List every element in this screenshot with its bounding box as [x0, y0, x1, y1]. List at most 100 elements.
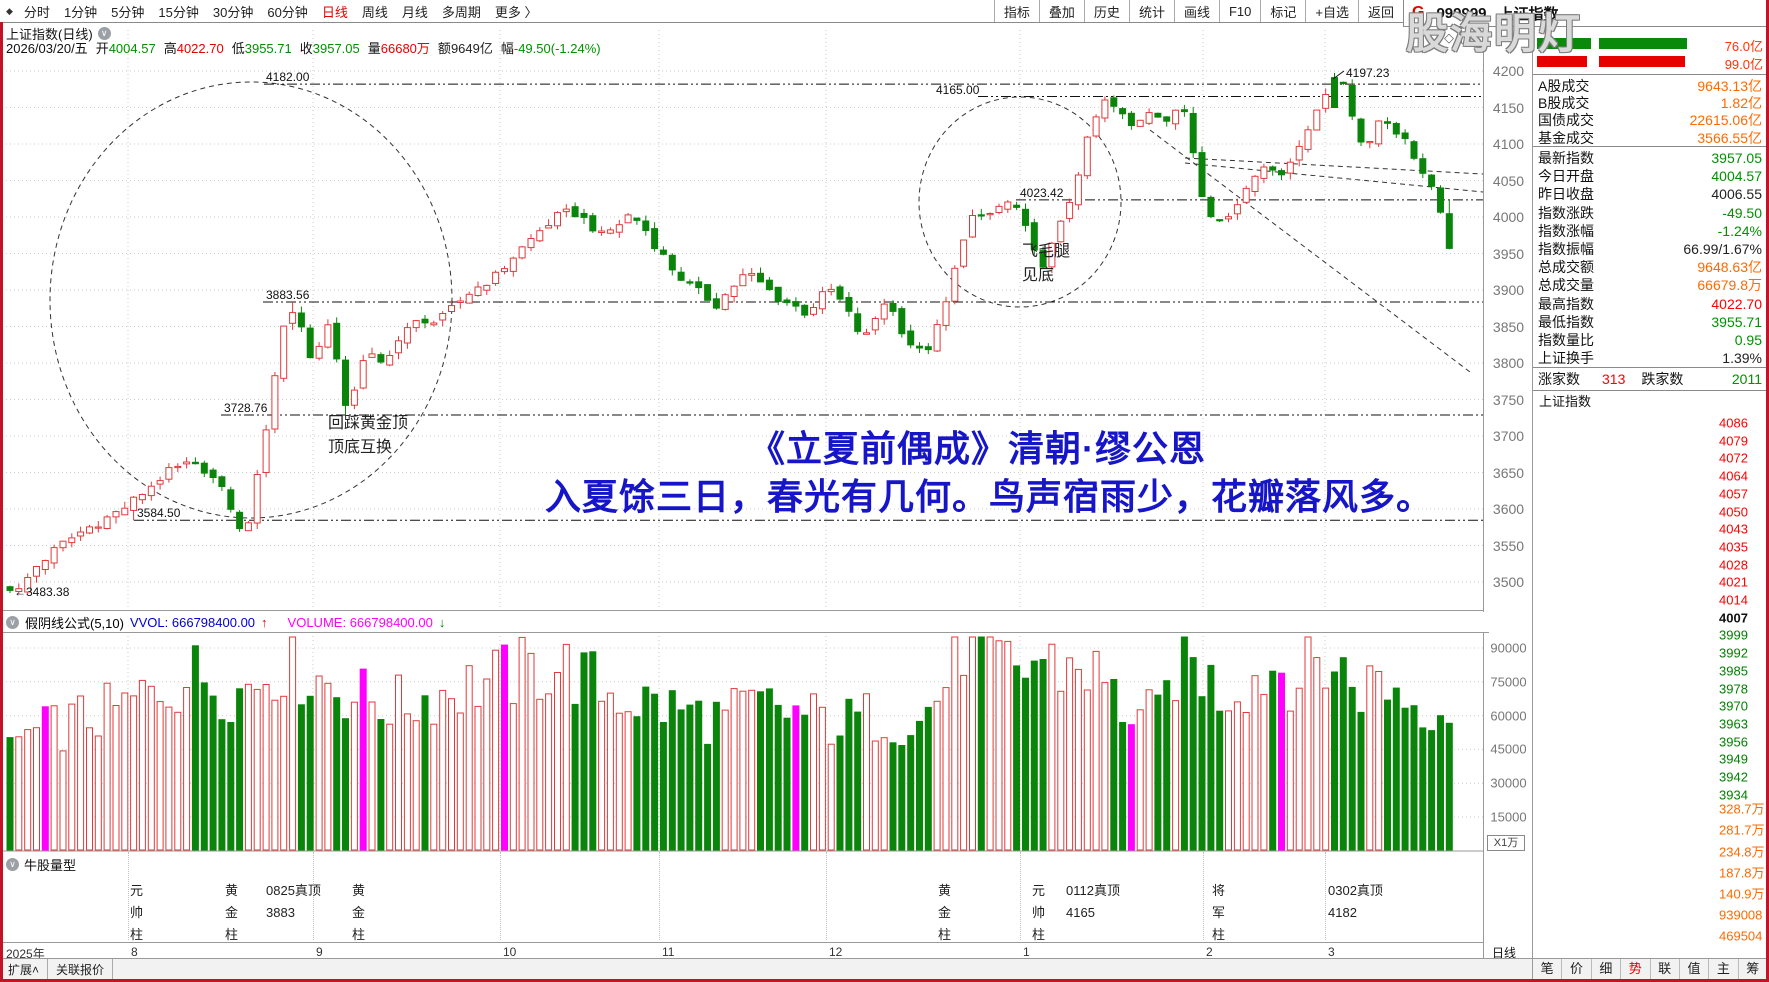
ladder-value: 4043	[1719, 521, 1748, 537]
quote-field-A股成交: A股成交 9643.13亿	[1538, 78, 1762, 94]
quote-field-指数涨跌: 指数涨跌 -49.50	[1538, 204, 1762, 221]
info-field-低: 低3955.71	[231, 41, 292, 56]
ladder-value: 4064	[1719, 468, 1748, 484]
quote-field-总成交量: 总成交量 66679.8万	[1538, 277, 1762, 294]
mini-chart-title[interactable]: 上证指数	[1539, 394, 1592, 409]
niugu-pane[interactable]: ∨ 牛股量型 元帅柱 黄金柱 0825真顶 3883 黄金柱 黄金柱 元帅柱 0112真顶 41…	[0, 852, 1483, 942]
chart-corner-icons[interactable]: ◇◫	[1444, 30, 1478, 46]
niugu-signal-label: 将军柱	[1212, 883, 1226, 942]
quote-field-指数振幅: 指数振幅 66.99/1.67%	[1538, 241, 1762, 257]
toolbar-button-画线[interactable]: 画线	[1173, 0, 1219, 22]
status-tab-关联报价[interactable]: 关联报价	[48, 959, 114, 980]
price-axis-label: 3700	[1492, 428, 1525, 444]
right-tab-价[interactable]: 价	[1561, 959, 1590, 980]
ladder-value: 187.8万	[1719, 865, 1765, 881]
price-axis-label: 3900	[1492, 282, 1525, 298]
quote-field-上证换手: 上证换手 1.39%	[1538, 350, 1762, 367]
quote-field-最低指数: 最低指数 3955.71	[1538, 313, 1762, 330]
volume-axis-label: 45000	[1490, 741, 1527, 757]
niugu-gridline	[313, 852, 314, 940]
right-tab-联[interactable]: 联	[1649, 959, 1679, 980]
date-label: 2026/03/20/五	[6, 41, 88, 56]
period-label: 日线	[1492, 946, 1517, 960]
price-axis-label: 4100	[1492, 136, 1525, 152]
toolbar-button-统计[interactable]: 统计	[1128, 0, 1174, 22]
indicator-name: 假阴线公式(5,10)	[25, 615, 124, 631]
ratio-bar-segment	[1599, 38, 1687, 49]
quote-field-B股成交: B股成交 1.82亿	[1538, 95, 1762, 112]
quote-panel: 涨家数 313 跌家数 2011 上证指数 4086 4079 4072 4064 40…	[1532, 0, 1767, 982]
toolbar-button-F10[interactable]: F10	[1218, 0, 1260, 22]
price-axis-label: 3850	[1492, 318, 1525, 335]
toolbar-button-历史[interactable]: 历史	[1083, 0, 1129, 22]
ladder-value: 3978	[1719, 681, 1748, 696]
volume-unit-box: X1万	[1487, 835, 1525, 851]
panel-divider	[1533, 367, 1767, 368]
menu-item-60分钟[interactable]: 60分钟	[267, 4, 308, 20]
price-axis-label: 3550	[1492, 537, 1525, 554]
menu-item-周线[interactable]: 周线	[361, 4, 388, 20]
right-tab-势[interactable]: 势	[1620, 959, 1649, 980]
right-tab-筹[interactable]: 筹	[1737, 959, 1767, 980]
ladder-value: 4035	[1719, 539, 1748, 555]
toolbar-button-标记[interactable]: 标记	[1260, 0, 1305, 22]
right-tab-细[interactable]: 细	[1590, 959, 1620, 980]
right-tab-主[interactable]: 主	[1708, 959, 1737, 980]
price-axis-label: 3750	[1492, 391, 1525, 408]
price-axis-label: 4000	[1492, 209, 1525, 225]
page-title: 上证指数(日线)	[6, 27, 93, 42]
right-tab-值[interactable]: 值	[1678, 959, 1708, 980]
price-axis-label: 3800	[1492, 355, 1525, 371]
ladder-value: 3985	[1719, 663, 1748, 679]
toolbar-button-叠加[interactable]: 叠加	[1038, 0, 1084, 22]
ladder-value: 3963	[1719, 716, 1748, 732]
panel-divider	[1533, 146, 1767, 147]
ratio-bar-segment	[1537, 38, 1591, 49]
toolbar-button-指标[interactable]: 指标	[993, 0, 1039, 22]
diamond-icon[interactable]: ◇	[1444, 30, 1460, 45]
menu-item-30分钟[interactable]: 30分钟	[212, 4, 254, 20]
menu-item-1分钟[interactable]: 1分钟	[63, 4, 98, 20]
menu-item-5分钟[interactable]: 5分钟	[111, 4, 145, 20]
updown-count-row: 涨家数 313 跌家数 2011	[1533, 369, 1767, 389]
right-tab-笔[interactable]: 笔	[1540, 961, 1554, 976]
info-field-额: 额9649亿	[437, 41, 493, 56]
ladder-value: 4021	[1719, 574, 1748, 590]
toolbar-button-+自选[interactable]: +自选	[1305, 0, 1358, 22]
menu-item-月线[interactable]: 月线	[401, 4, 428, 20]
symbol-header: G 999999 上证指数	[1403, 0, 1767, 27]
volume-chart[interactable]	[0, 632, 1483, 852]
volume-value: 666798400.00	[349, 614, 433, 630]
price-axis-label: 4050	[1492, 172, 1525, 189]
info-field-量: 量66680万	[367, 41, 430, 56]
info-field-高: 高4022.70	[163, 41, 224, 56]
collapse-niugu-icon[interactable]: ∨	[6, 858, 19, 871]
niugu-gridline	[1325, 852, 1326, 940]
menu-item-多周期[interactable]: 多周期	[441, 4, 481, 20]
niugu-signal-label: 0825真顶 3883	[266, 883, 321, 920]
menu-item-15分钟[interactable]: 15分钟	[158, 4, 199, 20]
ohlc-info-row: 2026/03/20/五 开4004.57 高4022.70 低3955.71 收39…	[6, 38, 601, 57]
volume-axis-label: 75000	[1490, 674, 1527, 690]
niugu-signal-label: 元帅柱	[1032, 883, 1046, 942]
menu-item-分时[interactable]: 分时	[23, 4, 50, 20]
volume-pane-header: ∨ 假阴线公式(5,10) VVOL: 666798400.00 ↑ VOLUM…	[0, 612, 1489, 633]
ladder-value: 3970	[1719, 698, 1748, 714]
ladder-value: 234.8万	[1719, 844, 1765, 860]
niugu-signal-label: 黄金柱	[938, 883, 952, 942]
niugu-gridline	[128, 852, 129, 940]
split-view-icon[interactable]: ◫	[1460, 30, 1479, 45]
ladder-value: 140.9万	[1719, 886, 1765, 902]
main-candlestick-chart[interactable]	[0, 0, 1483, 612]
collapse-volume-icon[interactable]: ∨	[6, 615, 19, 629]
panel-divider	[1533, 74, 1767, 75]
quote-field-最高指数: 最高指数 4022.70	[1538, 295, 1762, 312]
down-count-label: 跌家数	[1641, 371, 1684, 387]
status-tab-扩展˄[interactable]: 扩展˄	[0, 959, 49, 980]
quote-field-今日开盘: 今日开盘 4004.57	[1538, 168, 1762, 185]
menu-item-更多 〉[interactable]: 更多 〉	[494, 4, 538, 20]
up-count-label: 涨家数	[1538, 371, 1580, 387]
menu-item-日线[interactable]: 日线	[321, 4, 348, 20]
toolbar-button-返回[interactable]: 返回	[1357, 0, 1403, 22]
collapse-pane-icon[interactable]: ∨	[97, 27, 111, 40]
